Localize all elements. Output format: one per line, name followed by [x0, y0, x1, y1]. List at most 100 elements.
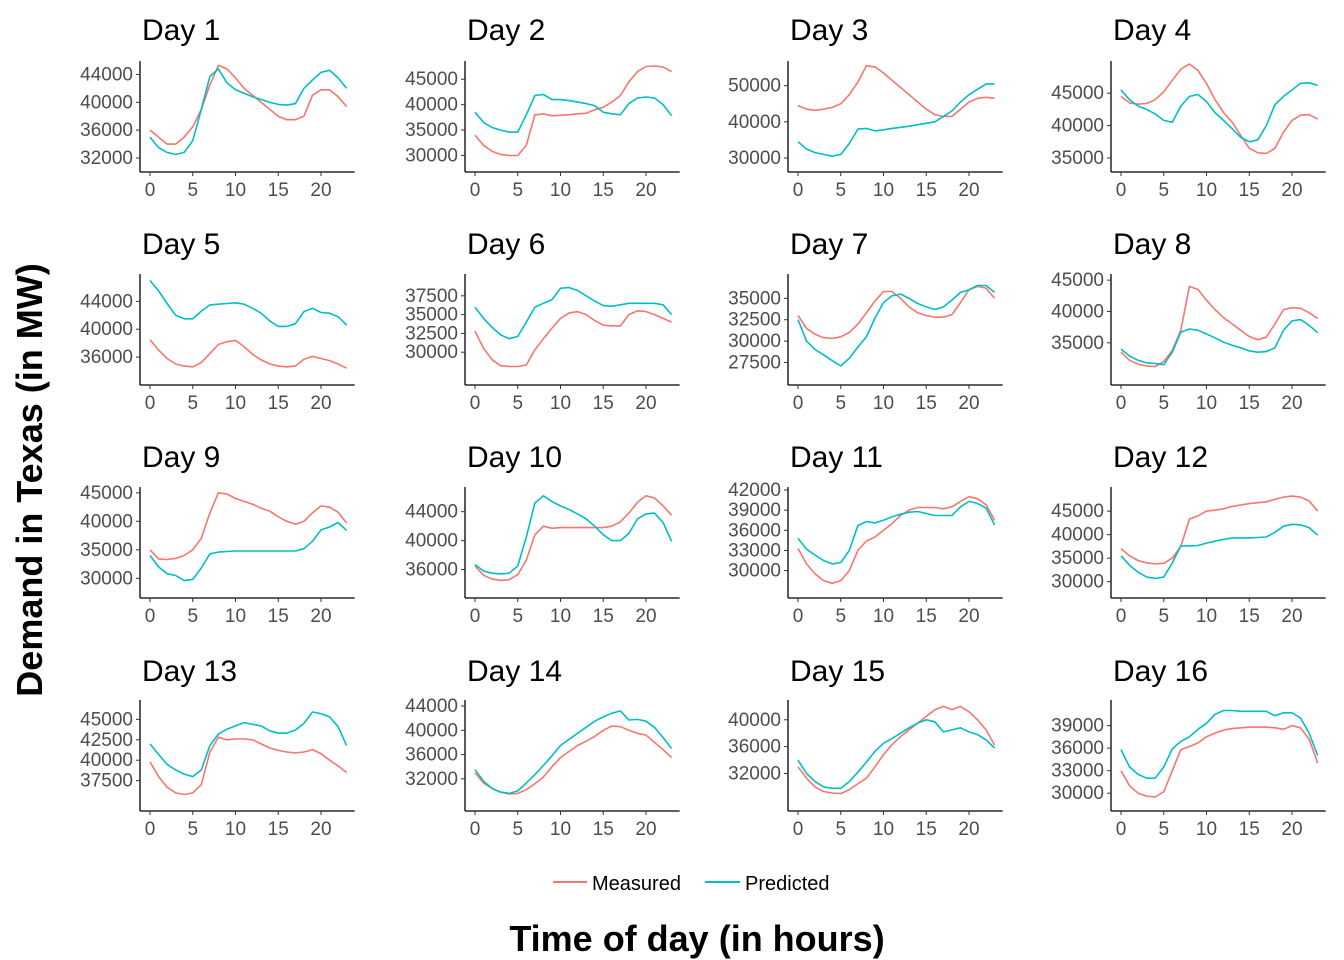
panel-title: Day 4	[1113, 14, 1191, 47]
x-tick-label: 0	[793, 180, 804, 201]
x-tick-label: 5	[187, 606, 198, 627]
x-tick-label: 5	[187, 180, 198, 201]
y-tick-label: 35000	[405, 120, 458, 141]
y-tick-label: 45000	[1051, 501, 1104, 522]
x-tick-label: 5	[512, 606, 523, 627]
x-tick-label: 5	[187, 393, 198, 414]
x-tick-label: 10	[873, 819, 894, 840]
x-tick-label: 10	[1196, 819, 1217, 840]
x-tick-label: 5	[835, 180, 846, 201]
y-tick-label: 30000	[728, 331, 781, 352]
series-line-measured	[149, 64, 348, 145]
y-tick-label: 30000	[1051, 783, 1104, 804]
y-tick-label: 33000	[728, 540, 781, 561]
x-tick-label: 0	[1116, 606, 1127, 627]
x-tick-label: 15	[1239, 393, 1260, 414]
series-line-measured	[797, 65, 995, 118]
x-tick-label: 15	[593, 606, 614, 627]
y-tick-label: 40000	[1051, 525, 1104, 546]
series-line-predicted	[797, 284, 996, 367]
x-tick-label: 10	[550, 819, 571, 840]
panel-title: Day 11	[790, 441, 883, 474]
panel-title: Day 7	[790, 228, 868, 261]
panel-title: Day 8	[1113, 228, 1191, 261]
y-tick-label: 36000	[80, 347, 133, 368]
x-tick-label: 20	[635, 180, 656, 201]
x-tick-label: 0	[793, 393, 804, 414]
panel-day-14: Day 14 32000 36000 40000 44000 0 5 10 15 20	[405, 655, 680, 840]
x-tick-label: 10	[1196, 606, 1217, 627]
panel-day-4: Day 4 35000 40000 45000 0 5 10 15 20	[1051, 14, 1326, 201]
series-line-measured	[1120, 495, 1319, 565]
y-tick-label: 40000	[728, 112, 781, 133]
x-tick-label: 10	[225, 180, 246, 201]
y-tick-label: 40000	[1051, 301, 1104, 322]
x-tick-label: 15	[268, 180, 289, 201]
series-line-measured	[149, 339, 347, 369]
panel-title: Day 1	[142, 14, 220, 47]
panel-day-3: Day 3 30000 40000 50000 0 5 10 15 20	[728, 14, 1003, 201]
series-line-predicted	[797, 718, 996, 790]
y-tick-label: 40000	[80, 750, 133, 771]
y-tick-label: 36000	[405, 745, 458, 766]
series-line-measured	[149, 491, 348, 561]
y-tick-label: 35000	[1051, 148, 1104, 169]
x-tick-label: 10	[550, 606, 571, 627]
x-tick-label: 5	[835, 393, 846, 414]
x-tick-label: 0	[145, 180, 156, 201]
legend-label-predicted: Predicted	[745, 873, 830, 895]
y-tick-label: 33000	[1051, 761, 1104, 782]
legend: Measured Predicted	[553, 873, 830, 895]
x-tick-label: 15	[593, 180, 614, 201]
x-tick-label: 20	[635, 819, 656, 840]
x-tick-label: 5	[512, 393, 523, 414]
x-tick-label: 5	[1158, 819, 1169, 840]
panel-title: Day 10	[467, 441, 562, 474]
y-tick-label: 44000	[405, 696, 458, 717]
y-tick-label: 42000	[728, 480, 781, 501]
x-axis-title: Time of day (in hours)	[509, 918, 884, 959]
y-tick-label: 40000	[405, 720, 458, 741]
y-tick-label: 30000	[80, 568, 133, 589]
x-tick-label: 0	[793, 819, 804, 840]
x-tick-label: 0	[793, 606, 804, 627]
panel-title: Day 15	[790, 655, 885, 688]
panel-title: Day 2	[467, 14, 545, 47]
y-tick-label: 39000	[1051, 716, 1104, 737]
x-tick-label: 20	[310, 393, 331, 414]
x-tick-label: 10	[873, 606, 894, 627]
legend-label-measured: Measured	[592, 873, 681, 895]
y-tick-label: 40000	[80, 511, 133, 532]
panel-day-10: Day 10 36000 40000 44000 0 5 10 15 20	[405, 441, 680, 627]
x-tick-label: 15	[1239, 819, 1260, 840]
y-tick-label: 35000	[80, 540, 133, 561]
series-line-predicted	[474, 93, 673, 133]
series-line-measured	[474, 65, 672, 157]
x-tick-label: 20	[1281, 819, 1302, 840]
x-tick-label: 0	[145, 606, 156, 627]
x-tick-label: 10	[550, 180, 571, 201]
y-tick-label: 30000	[728, 148, 781, 169]
x-tick-label: 0	[1116, 180, 1127, 201]
y-axis-title: Demand in Texas (in MW)	[9, 263, 50, 696]
series-line-predicted	[1120, 709, 1319, 780]
series-line-measured	[1120, 63, 1319, 155]
series-line-predicted	[149, 68, 348, 156]
y-tick-label: 27500	[728, 352, 781, 373]
y-tick-label: 36000	[1051, 738, 1104, 759]
series-line-predicted	[1120, 318, 1319, 366]
y-tick-label: 40000	[80, 92, 133, 113]
x-tick-label: 5	[1158, 180, 1169, 201]
series-line-measured	[797, 495, 996, 585]
y-tick-label: 40000	[728, 710, 781, 731]
panel-day-5: Day 5 36000 40000 44000 0 5 10 15 20	[80, 228, 355, 414]
x-tick-label: 15	[268, 393, 289, 414]
series-line-predicted	[474, 494, 673, 575]
series-line-predicted	[149, 279, 348, 328]
x-tick-label: 20	[958, 180, 979, 201]
y-tick-label: 35000	[1051, 333, 1104, 354]
y-tick-label: 32500	[405, 323, 458, 344]
